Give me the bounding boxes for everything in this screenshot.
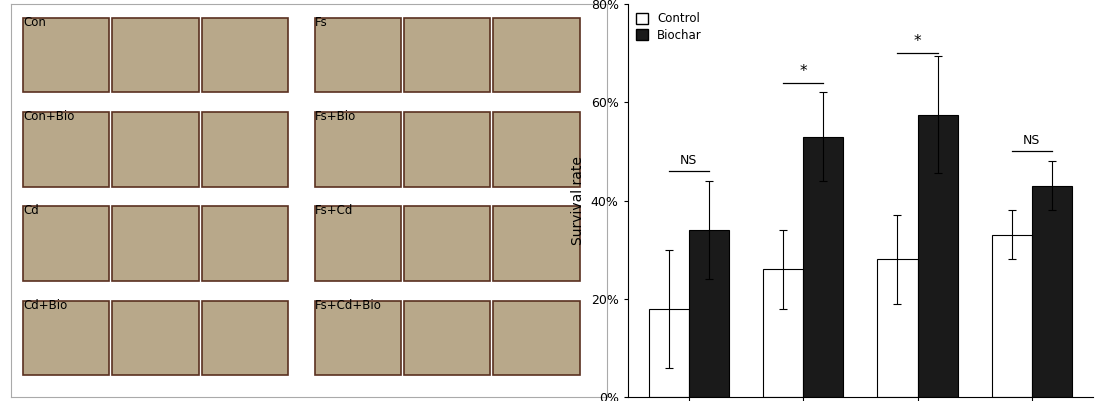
FancyBboxPatch shape — [404, 112, 490, 187]
Text: Cd: Cd — [23, 205, 39, 217]
FancyBboxPatch shape — [493, 207, 580, 281]
Bar — [689, 230, 729, 397]
FancyBboxPatch shape — [315, 207, 401, 281]
FancyBboxPatch shape — [404, 18, 490, 93]
Bar — [991, 235, 1032, 397]
Text: Con: Con — [23, 16, 46, 29]
FancyBboxPatch shape — [315, 301, 401, 375]
FancyBboxPatch shape — [23, 18, 109, 93]
FancyBboxPatch shape — [113, 301, 199, 375]
Text: *: * — [914, 34, 922, 49]
FancyBboxPatch shape — [202, 18, 288, 93]
Bar — [1032, 186, 1072, 397]
Legend: Control, Biochar: Control, Biochar — [634, 10, 704, 44]
FancyBboxPatch shape — [23, 301, 109, 375]
FancyBboxPatch shape — [493, 18, 580, 93]
FancyBboxPatch shape — [113, 207, 199, 281]
Text: Fs+Cd: Fs+Cd — [315, 205, 353, 217]
FancyBboxPatch shape — [23, 112, 109, 187]
Text: NS: NS — [1023, 134, 1040, 148]
Text: NS: NS — [680, 154, 698, 167]
FancyBboxPatch shape — [404, 301, 490, 375]
Text: Fs: Fs — [315, 16, 328, 29]
FancyBboxPatch shape — [23, 207, 109, 281]
FancyBboxPatch shape — [315, 18, 401, 93]
FancyBboxPatch shape — [493, 112, 580, 187]
Text: Cd+Bio: Cd+Bio — [23, 299, 67, 312]
FancyBboxPatch shape — [202, 112, 288, 187]
FancyBboxPatch shape — [493, 301, 580, 375]
FancyBboxPatch shape — [113, 18, 199, 93]
Bar — [763, 269, 804, 397]
FancyBboxPatch shape — [315, 112, 401, 187]
Text: Fs+Bio: Fs+Bio — [315, 110, 355, 123]
Text: *: * — [799, 64, 807, 79]
Bar — [878, 259, 917, 397]
FancyBboxPatch shape — [202, 207, 288, 281]
Text: Fs+Cd+Bio: Fs+Cd+Bio — [315, 299, 382, 312]
FancyBboxPatch shape — [113, 112, 199, 187]
Text: Con+Bio: Con+Bio — [23, 110, 74, 123]
Bar — [649, 309, 689, 397]
FancyBboxPatch shape — [202, 301, 288, 375]
FancyBboxPatch shape — [404, 207, 490, 281]
Y-axis label: Survival rate: Survival rate — [571, 156, 585, 245]
Bar — [917, 115, 957, 397]
Bar — [804, 137, 843, 397]
